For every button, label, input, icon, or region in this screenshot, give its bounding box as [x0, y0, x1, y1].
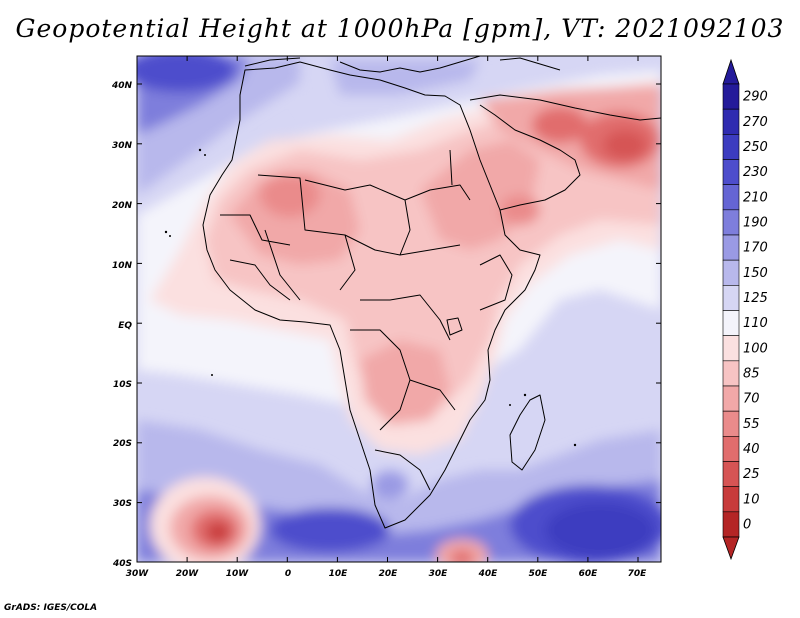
colorbar-label: 290 [743, 90, 768, 105]
colorbar-swatch [722, 335, 740, 362]
lat-label: 10S [113, 380, 132, 390]
colorbar-swatch [722, 486, 740, 513]
colorbar-label: 170 [743, 241, 768, 256]
lat-label: EQ [118, 321, 132, 331]
colorbar-label: 55 [743, 417, 760, 432]
lat-label: 30S [113, 499, 132, 509]
colorbar-swatch [722, 234, 740, 261]
colorbar-swatch [722, 259, 740, 286]
lat-label: 30N [112, 141, 133, 151]
colorbar-label: 110 [743, 316, 768, 331]
lon-label: 50E [529, 569, 549, 579]
lat-label: 40N [111, 81, 133, 91]
colorbar-label: 70 [743, 392, 760, 407]
colorbar-label: 85 [743, 366, 760, 381]
longitude-axis: 30W 20W 10W 0 10E 20E 30E 40E 50E 60E 70… [126, 569, 647, 579]
colorbar-swatch [722, 360, 740, 387]
lat-label: 10N [112, 261, 133, 271]
colorbar-swatch [722, 184, 740, 211]
lon-label: 20W [176, 569, 200, 579]
colorbar-swatch [722, 159, 740, 185]
colorbar-swatch [722, 285, 740, 311]
height-field [137, 56, 661, 562]
colorbar-swatch [722, 83, 740, 110]
colorbar-swatch [722, 108, 740, 135]
credit-label: GrADS: IGES/COLA [4, 603, 98, 613]
colorbar-label: 40 [743, 442, 760, 457]
colorbar-swatch [722, 410, 740, 437]
colorbar-label: 230 [743, 165, 768, 180]
lon-label: 40E [478, 569, 499, 579]
lon-label: 0 [285, 569, 291, 579]
colorbar-label: 10 [743, 492, 760, 507]
colorbar-swatch [722, 310, 740, 336]
colorbar: 2902702502302101901701501251101008570554… [722, 58, 768, 561]
latitude-axis: 40N 30N 20N 10N EQ 10S 20S 30S 40S [111, 81, 133, 569]
colorbar-label: 125 [743, 291, 768, 306]
colorbar-cap-top [722, 58, 740, 85]
map-frame [136, 55, 662, 563]
colorbar-label: 25 [743, 467, 760, 482]
colorbar-cap-bottom [722, 536, 740, 561]
lat-label: 40S [112, 559, 132, 569]
lat-label: 20S [113, 439, 132, 449]
colorbar-label: 190 [743, 215, 768, 230]
colorbar-swatch [722, 134, 740, 160]
islands [164, 148, 577, 447]
lon-label: 30W [126, 569, 150, 579]
lon-label: 10E [329, 569, 349, 579]
map-title: Geopotential Height at 1000hPa [gpm], VT… [15, 14, 785, 43]
colorbar-swatch [722, 461, 740, 487]
lon-label: 20E [379, 569, 399, 579]
lat-label: 20N [112, 201, 133, 211]
colorbar-swatch [722, 209, 740, 236]
colorbar-label: 150 [743, 266, 768, 281]
lon-label: 10W [226, 569, 250, 579]
colorbar-swatch [722, 436, 740, 462]
colorbar-label: 210 [743, 190, 768, 205]
lon-label: 70E [628, 569, 648, 579]
tick-marks [136, 56, 661, 562]
colorbar-label: 100 [743, 341, 768, 356]
lon-label: 60E [579, 569, 599, 579]
colorbar-swatch [722, 385, 740, 412]
colorbar-swatch [722, 511, 740, 538]
colorbar-label: 0 [743, 517, 751, 532]
coastlines [202, 56, 661, 529]
lon-label: 30E [429, 569, 449, 579]
colorbar-label: 270 [743, 115, 768, 130]
colorbar-label: 250 [743, 140, 768, 155]
